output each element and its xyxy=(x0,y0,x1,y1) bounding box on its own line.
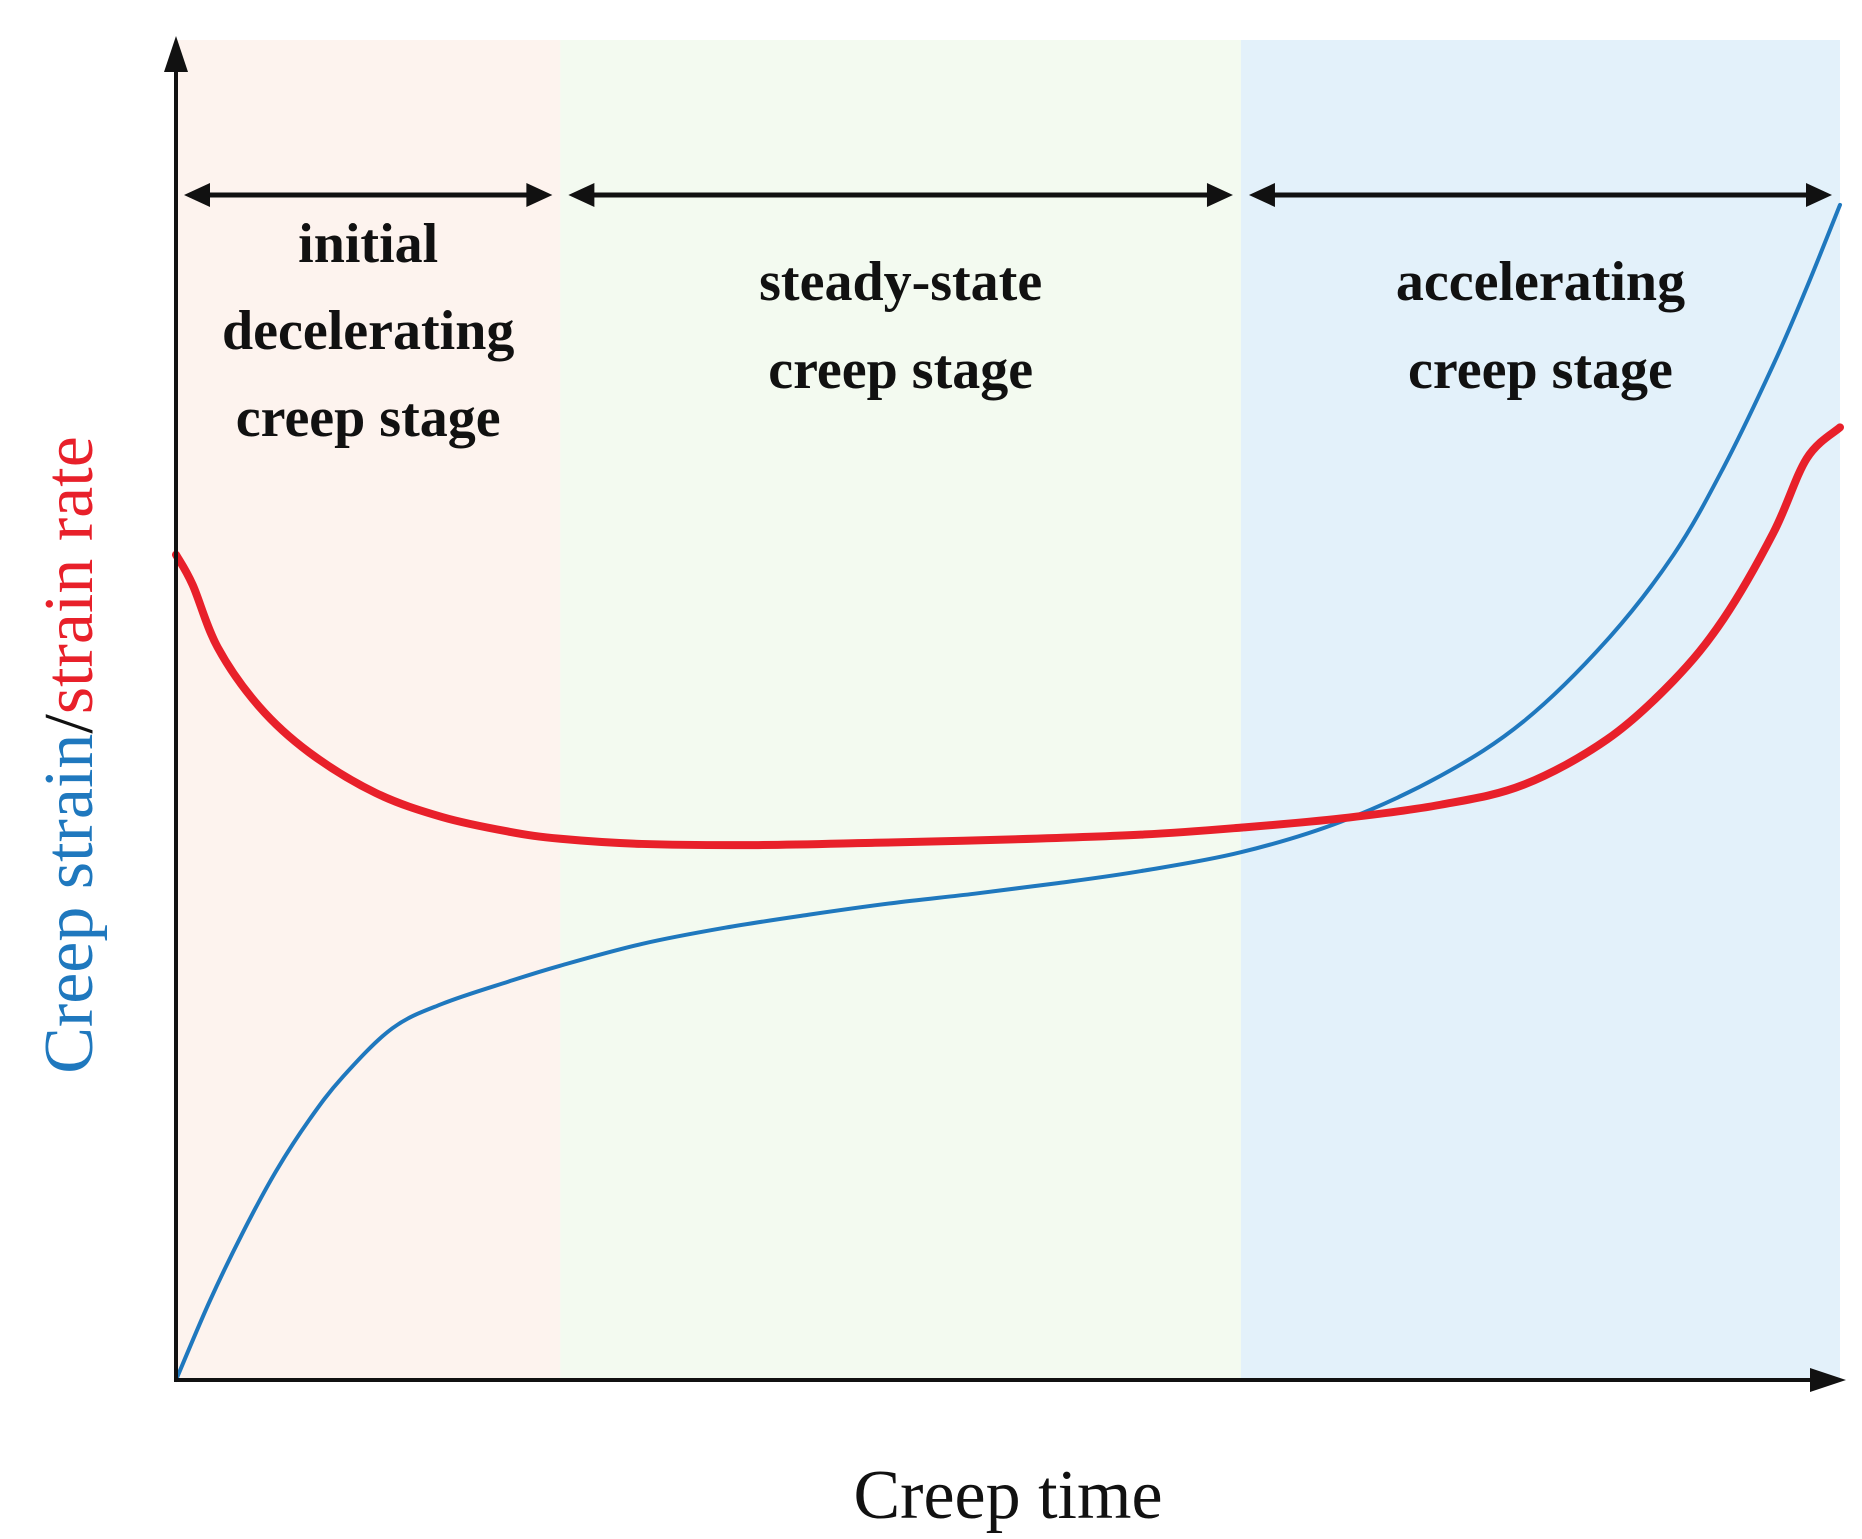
stage-band-3 xyxy=(1241,40,1840,1380)
y-axis-title-part-2: / xyxy=(31,714,108,734)
y-axis-title: Creep strain/strain rate xyxy=(31,436,108,1074)
stage-2-label-line-2: creep stage xyxy=(768,339,1033,401)
y-axis-title-part-1: Creep strain xyxy=(31,734,108,1074)
stage-1-label-line-2: decelerating xyxy=(222,300,514,362)
stage-1-label-line-3: creep stage xyxy=(236,387,501,449)
stage-3-label-line-1: accelerating xyxy=(1396,251,1685,313)
y-axis-title-part-3: strain rate xyxy=(31,436,108,714)
x-axis-title: Creep time xyxy=(853,1457,1162,1534)
stage-2-label-line-1: steady-state xyxy=(759,251,1042,313)
stage-band-2 xyxy=(560,40,1241,1380)
stage-1-label-line-1: initial xyxy=(298,213,438,275)
stage-3-label-line-2: creep stage xyxy=(1408,339,1673,401)
